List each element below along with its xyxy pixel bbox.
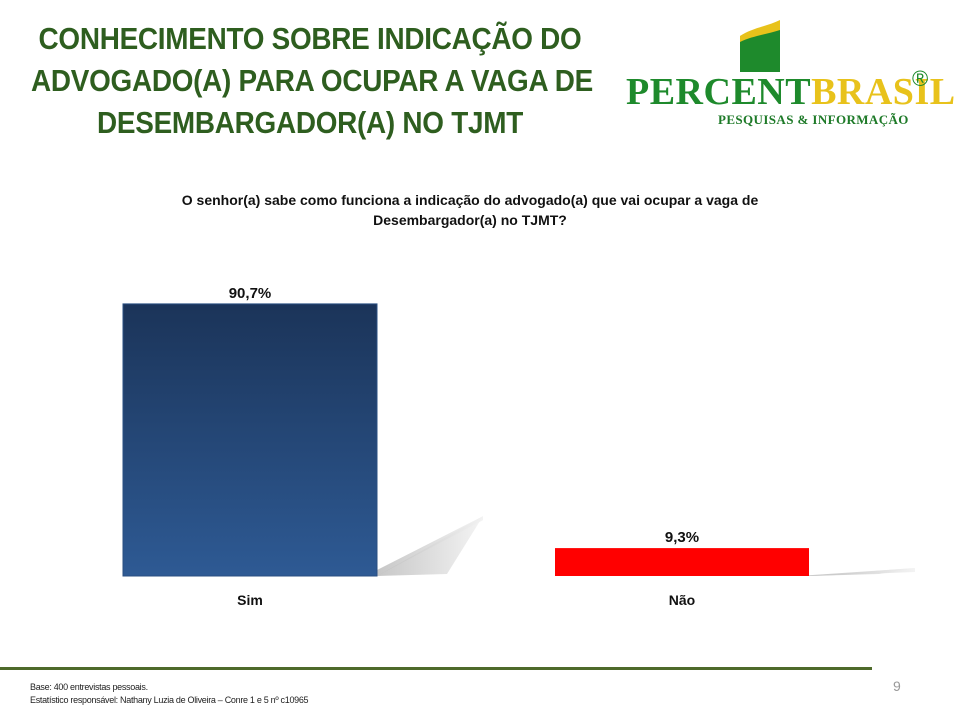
category-label-sim: Sim <box>237 592 263 608</box>
bar-nao <box>555 548 809 576</box>
logo-emblem-icon <box>740 20 780 72</box>
slide-title-line-1: CONHECIMENTO SOBRE INDICAÇÃO DO <box>38 21 582 56</box>
bar-chart: 90,7% Sim 9,3% Não <box>122 285 915 608</box>
footer-notes: Base: 400 entrevistas pessoais. Estatíst… <box>30 681 309 707</box>
slide-title-line-2: ADVOGADO(A) PARA OCUPAR A VAGA DE <box>31 63 594 98</box>
chart-question-title: O senhor(a) sabe como funciona a indicaç… <box>181 192 759 228</box>
percentbrasil-logo: PERCENTBRASIL ® PESQUISAS & INFORMAÇÃO <box>620 20 955 135</box>
logo-word-brasil: BRASIL <box>811 71 956 113</box>
logo-word-percent: PERCENT <box>626 71 812 113</box>
slide-title: CONHECIMENTO SOBRE INDICAÇÃO DO ADVOGADO… <box>31 18 594 144</box>
bar-shadow-fill-sim <box>377 516 483 576</box>
footer-divider <box>0 667 872 670</box>
registered-mark: ® <box>912 66 929 91</box>
page-number: 9 <box>893 678 901 694</box>
footer-base-note: Base: 400 entrevistas pessoais. <box>30 682 148 692</box>
footer-statistician-note: Estatístico responsável: Nathany Luzia d… <box>30 695 309 705</box>
slide-title-line-3: DESEMBARGADOR(A) NO TJMT <box>97 105 523 140</box>
value-label-nao: 9,3% <box>665 529 699 546</box>
logo-tagline: PESQUISAS & INFORMAÇÃO <box>718 112 909 127</box>
logo-wordmark: PERCENTBRASIL <box>626 70 956 114</box>
category-label-nao: Não <box>669 592 695 608</box>
value-label-sim: 90,7% <box>229 285 272 302</box>
bar-shadow-fill-nao <box>809 568 915 576</box>
bar-sim <box>122 303 378 577</box>
